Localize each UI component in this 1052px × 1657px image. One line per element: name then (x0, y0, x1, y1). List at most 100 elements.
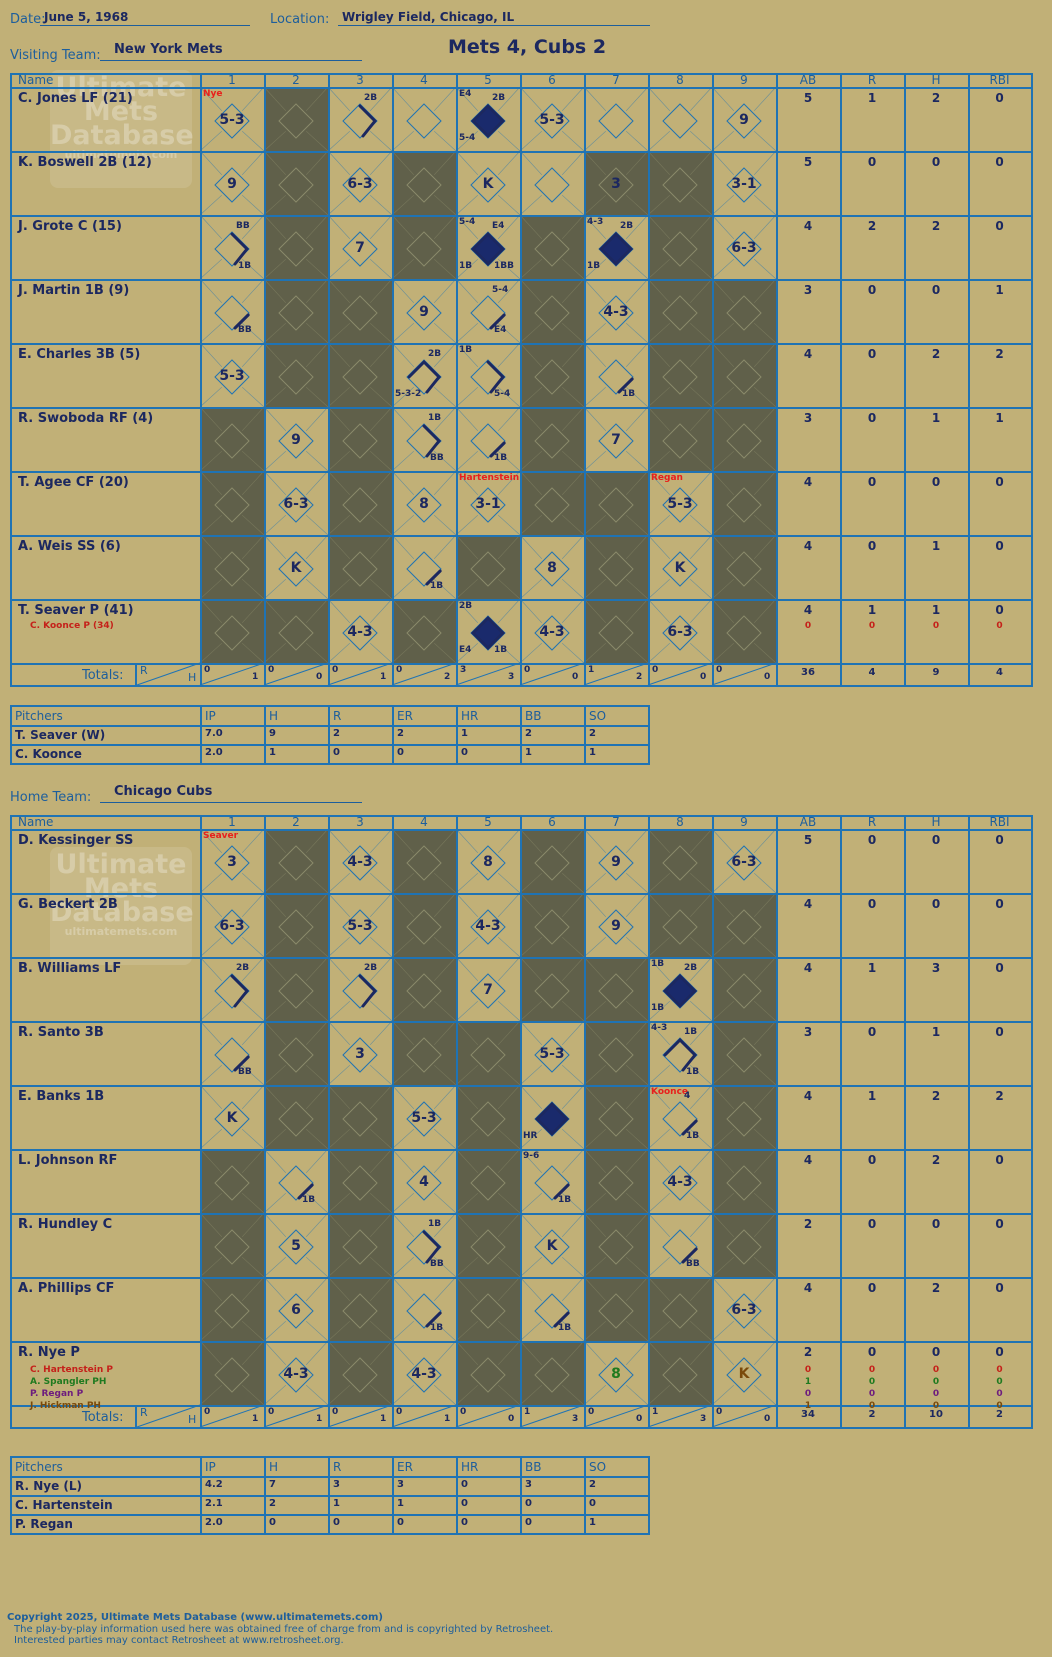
base-diamond (214, 1293, 250, 1329)
cell-guide (711, 892, 777, 958)
row-line (10, 957, 1031, 959)
cell-guide (263, 956, 329, 1022)
shaded-cell (264, 279, 328, 343)
run-scored-diamond (598, 231, 634, 267)
pitcher-name: C. Koonce (15, 747, 82, 761)
inning-runs: 0 (524, 665, 531, 675)
play-notation: 8 (547, 560, 557, 576)
cell-guide (391, 828, 457, 894)
stat-h: 0 (931, 283, 941, 297)
stat-rbi: 2 (995, 347, 1004, 361)
column-line (776, 73, 778, 685)
pitching-col-line (584, 705, 586, 763)
shaded-cell (712, 1021, 776, 1085)
cell-guide (199, 1084, 265, 1150)
stat-ab: 4 (803, 539, 813, 553)
cell-guide (583, 956, 649, 1022)
stat-r: 0 (867, 411, 877, 425)
stat-h: 2 (931, 1089, 941, 1103)
play-notation: 4-3 (347, 624, 373, 640)
play-notation: BB (686, 1259, 700, 1269)
cell-guide (455, 1212, 521, 1278)
runs-label: R (140, 664, 148, 677)
play-notation: 1B (428, 413, 442, 423)
pitching-border (10, 705, 650, 765)
play-notation: 5-3 (219, 112, 245, 128)
cell-guide (519, 1148, 585, 1214)
shaded-cell (712, 279, 776, 343)
base-diamond (662, 423, 698, 459)
cell-guide (263, 1212, 329, 1278)
pitching-col-line (456, 1456, 458, 1533)
base-path-line (553, 1183, 570, 1200)
cell-guide (263, 342, 329, 408)
cell-guide (711, 1020, 777, 1086)
inning-runs: 0 (204, 665, 211, 675)
pitching-col-line (200, 1456, 202, 1533)
shaded-cell (264, 599, 328, 663)
play-notation: 2B (236, 963, 250, 973)
stat-rbi: 1 (995, 411, 1004, 425)
column-line (712, 815, 714, 1427)
cell-guide (711, 278, 777, 344)
cell-guide (263, 828, 329, 894)
base-diamond (278, 359, 314, 395)
cell-guide (519, 406, 585, 472)
base-diamond (534, 295, 570, 331)
column-header: AB (799, 815, 817, 829)
play-notation: K (674, 560, 686, 576)
stat-ab: 4 (803, 475, 813, 489)
play-notation: 9-6 (523, 1151, 540, 1161)
cell-guide (647, 214, 713, 280)
base-diamond (726, 1037, 762, 1073)
base-diamond (662, 551, 698, 587)
base-diamond (406, 1037, 442, 1073)
base-path-line (422, 424, 442, 458)
cell-guide (519, 598, 585, 664)
column-line (648, 73, 650, 685)
cell-guide (647, 470, 713, 536)
pitching-col-line (392, 1456, 394, 1533)
play-notation: K (290, 560, 302, 576)
play-notation: K (482, 176, 494, 192)
player-name: T. Seaver P (41) (18, 603, 134, 618)
base-diamond (342, 551, 378, 587)
play-notation: 6-3 (347, 176, 373, 192)
cell-guide (455, 406, 521, 472)
cell-guide (327, 150, 393, 216)
cell-guide (647, 1084, 713, 1150)
player-name: J. Grote C (15) (18, 219, 122, 234)
column-header: 1 (228, 73, 236, 87)
row-line (10, 1213, 1031, 1215)
play-notation: 8 (483, 854, 493, 870)
cell-guide (583, 150, 649, 216)
player-name: C. Jones LF (21) (18, 91, 133, 106)
base-diamond (534, 1165, 570, 1201)
totals-slash (263, 662, 329, 686)
column-line (584, 815, 586, 1427)
base-diamond (278, 909, 314, 945)
totals-label: Totals: (82, 1410, 124, 1425)
shaded-cell (264, 151, 328, 215)
sub-stat-rbi: 0 (996, 1377, 1003, 1387)
shaded-cell (520, 471, 584, 535)
sub-stat-h: 0 (932, 1389, 940, 1399)
cell-guide (199, 342, 265, 408)
pitcher-stat: 0 (525, 1498, 532, 1509)
team-total-r: 4 (868, 667, 876, 678)
cell-guide (519, 828, 585, 894)
play-notation: 1BB (494, 261, 514, 271)
pitcher-stat: 1 (269, 747, 276, 758)
pitcher-stat: 1 (589, 747, 596, 758)
inning-hits: 1 (380, 1414, 387, 1424)
pitching-col-line (200, 705, 202, 763)
inning-runs: 0 (204, 1407, 211, 1417)
cell-guide (199, 598, 265, 664)
cell-guide (199, 828, 265, 894)
cell-guide (583, 342, 649, 408)
base-path-line (425, 569, 442, 586)
column-line (328, 73, 330, 685)
sub-stat-r: 0 (868, 621, 876, 631)
play-notation: 4-3 (539, 624, 565, 640)
cell-guide (327, 1212, 393, 1278)
